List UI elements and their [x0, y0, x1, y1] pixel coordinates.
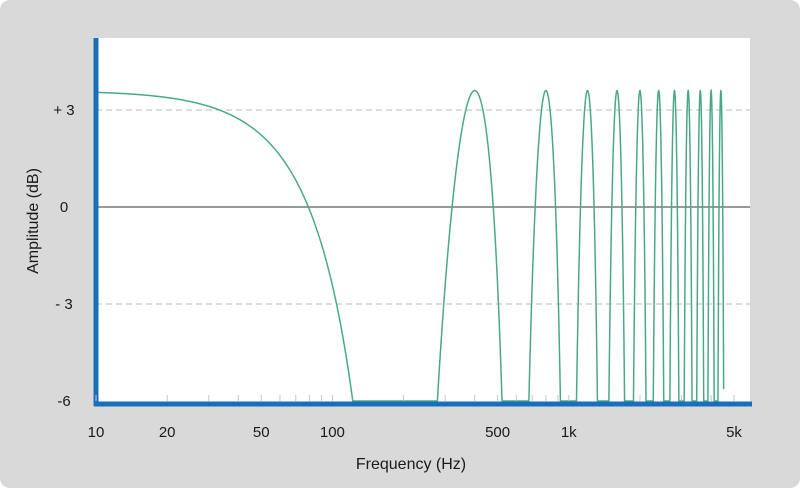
x-tick-label: 50	[253, 424, 270, 441]
y-tick-label: + 3	[53, 102, 74, 119]
x-tick-label: 20	[159, 424, 176, 441]
y-tick-label: 0	[60, 199, 68, 216]
x-tick-label: 1k	[561, 424, 577, 441]
plot-area	[96, 38, 750, 404]
comb-filter-curve	[95, 88, 725, 402]
x-tick-label: 100	[320, 424, 345, 441]
x-tick-label: 10	[88, 424, 105, 441]
y-tick-label: -6	[57, 393, 70, 410]
y-axis-title: Amplitude (dB)	[25, 168, 42, 274]
y-tick-label: - 3	[55, 296, 73, 313]
x-tick-label: 5k	[726, 424, 742, 441]
x-axis-title: Frequency (Hz)	[356, 456, 466, 473]
x-tick-label: 500	[485, 424, 510, 441]
